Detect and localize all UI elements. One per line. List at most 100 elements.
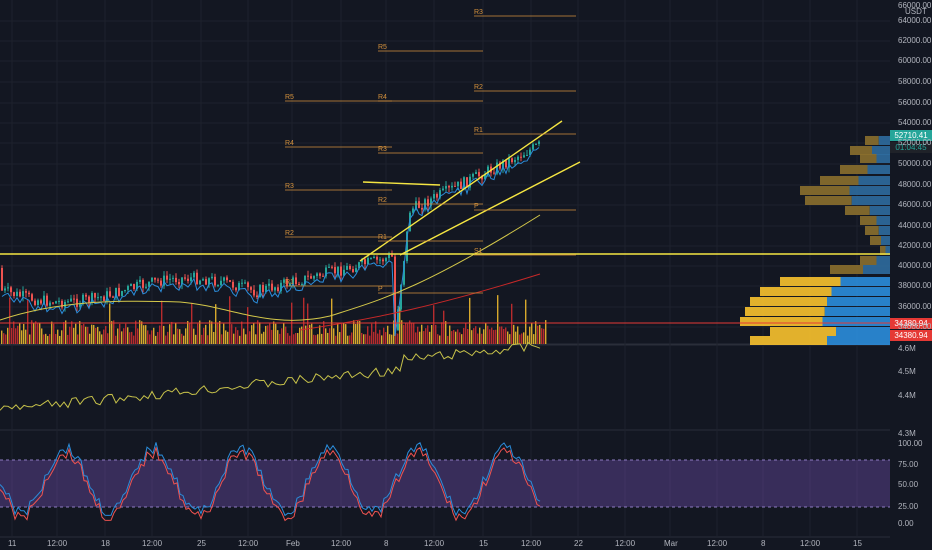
volume-profile-row: [851, 196, 890, 205]
candle-body: [355, 268, 357, 273]
candle-body: [445, 186, 447, 189]
candle-body: [199, 280, 201, 285]
volume-bar: [13, 321, 15, 344]
candle-body: [361, 259, 363, 263]
last-price-tag: 52710.41: [890, 130, 932, 141]
volume-bar: [433, 305, 435, 344]
candle-body: [268, 283, 270, 286]
candle-body: [529, 149, 531, 155]
volume-axis-label: 4.6M: [898, 344, 916, 353]
volume-bar: [299, 327, 301, 344]
candle-body: [208, 278, 210, 285]
candle-body: [4, 288, 6, 291]
volume-bar: [211, 321, 213, 344]
volume-bar: [407, 323, 409, 344]
volume-bar: [51, 321, 53, 344]
candle-body: [187, 278, 189, 282]
volume-bar: [21, 330, 23, 344]
volume-bar: [401, 320, 403, 344]
volume-bar: [199, 320, 201, 344]
candle-body: [406, 231, 408, 262]
candle-body: [277, 287, 279, 292]
candle-body: [412, 208, 414, 213]
time-axis-label: 8: [761, 539, 766, 548]
volume-bar: [467, 328, 469, 344]
volume-bar: [347, 335, 349, 344]
price-axis-label: 46000.00: [898, 200, 932, 209]
volume-bar: [477, 333, 479, 344]
volume-profile-row: [865, 136, 879, 145]
volume-bar: [377, 333, 379, 344]
volume-bar: [453, 330, 455, 344]
volume-bar: [117, 328, 119, 344]
candle-body: [448, 186, 450, 188]
volume-bar: [447, 335, 449, 344]
volume-bar: [303, 297, 305, 344]
volume-bar: [33, 323, 35, 344]
candle-body: [211, 276, 213, 279]
volume-bar: [513, 324, 515, 344]
volume-bar: [297, 333, 299, 344]
volume-bar: [403, 324, 405, 344]
volume-profile-row: [827, 297, 890, 306]
candle-body: [58, 300, 60, 302]
volume-bar: [145, 325, 147, 344]
pivot-label: R2: [474, 84, 483, 91]
volume-profile-row: [750, 336, 827, 345]
candle-body: [280, 282, 282, 292]
time-axis-label: 12:00: [424, 539, 445, 548]
volume-profile-row: [876, 216, 890, 225]
volume-bar: [69, 326, 71, 344]
candle-body: [25, 291, 27, 293]
volume-bar: [313, 334, 315, 344]
currency-label: USDT: [905, 7, 927, 16]
volume-bar: [501, 326, 503, 344]
candle-body: [340, 266, 342, 276]
candle-body: [502, 160, 504, 169]
volume-bar: [283, 322, 285, 344]
volume-bar: [119, 323, 121, 344]
rsi-axis-label: 75.00: [898, 460, 919, 469]
volume-bar: [189, 323, 191, 344]
candle-body: [436, 194, 438, 198]
volume-bar: [195, 334, 197, 344]
volume-profile-row: [836, 327, 890, 336]
candle-body: [235, 287, 237, 291]
candle-body: [34, 300, 36, 306]
candle-body: [310, 276, 312, 279]
candle-body: [520, 156, 522, 158]
volume-bar: [289, 335, 291, 344]
candle-body: [37, 300, 39, 306]
candlesticks: [1, 140, 540, 332]
volume-bar: [443, 310, 445, 344]
volume-bar: [75, 323, 77, 344]
volume-profile-row: [849, 186, 890, 195]
volume-bar: [183, 335, 185, 344]
volume-bar: [179, 329, 181, 344]
volume-profile-row: [872, 146, 890, 155]
volume-bar: [89, 333, 91, 344]
volume-bar: [309, 324, 311, 344]
volume-bar: [537, 325, 539, 344]
volume-bar: [367, 326, 369, 344]
candle-body: [526, 154, 528, 156]
candle-body: [283, 279, 285, 283]
candle-body: [109, 291, 111, 297]
volume-bar: [499, 326, 501, 344]
volume-profile-row: [865, 226, 879, 235]
candle-body: [172, 277, 174, 279]
time-axis-label: Mar: [664, 539, 678, 548]
volume-profile-row: [770, 327, 836, 336]
candle-body: [52, 302, 54, 304]
volume-profile-row: [867, 165, 890, 174]
volume-bar: [481, 333, 483, 344]
horizontal-ray: [362, 181, 441, 186]
candle-body: [10, 287, 12, 293]
volume-bar: [149, 334, 151, 344]
volume-bar: [177, 328, 179, 344]
volume-bar: [229, 296, 231, 344]
candle-body: [16, 291, 18, 297]
volume-bars: [1, 295, 547, 344]
time-axis-label: 15: [479, 539, 488, 548]
